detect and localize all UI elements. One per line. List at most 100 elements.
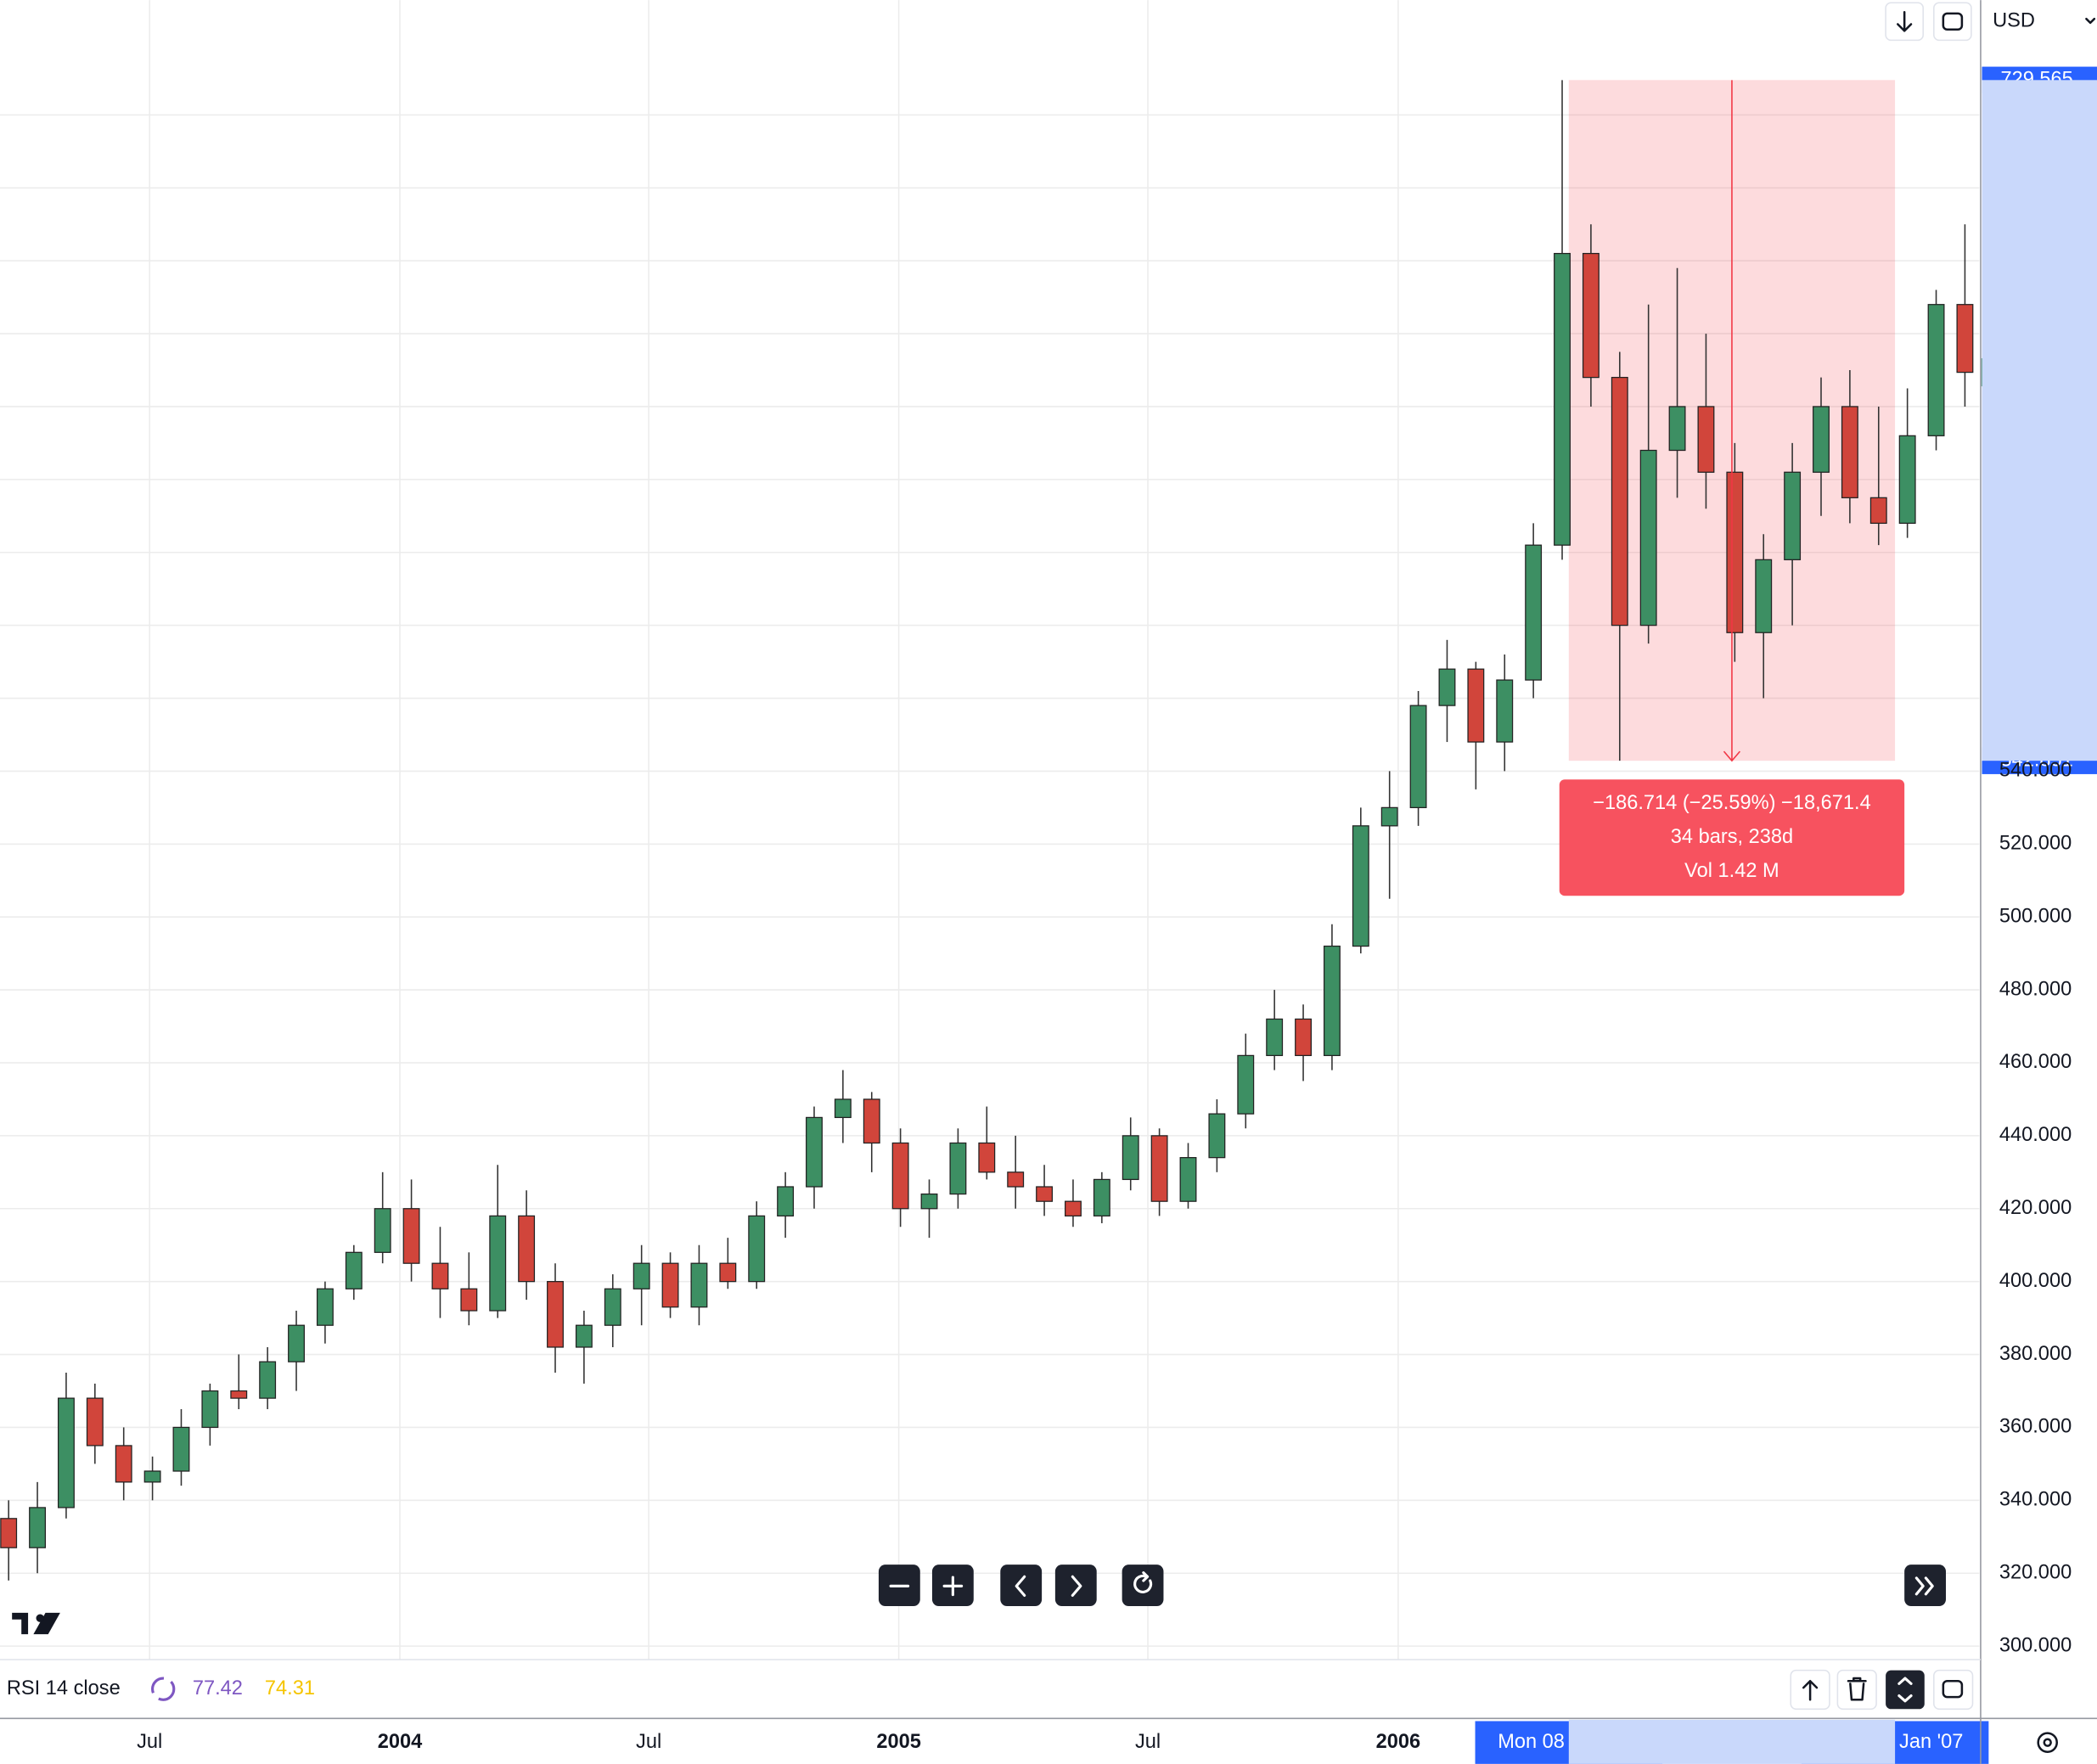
- x-tick-label: 2005: [876, 1731, 921, 1753]
- fit-button[interactable]: [1933, 2, 1972, 42]
- candle-body: [1065, 1200, 1082, 1216]
- x-tick-label: Jul: [636, 1731, 661, 1753]
- candle-body: [978, 1142, 996, 1173]
- y-tick-label: 460.000: [1999, 1051, 2072, 1073]
- y-tick-label: 400.000: [1999, 1270, 2072, 1292]
- candle-body: [1813, 406, 1830, 473]
- candle-body: [1438, 668, 1456, 706]
- indicator-value: 77.42: [193, 1677, 243, 1699]
- candle-body: [1841, 406, 1858, 498]
- candle-body: [834, 1098, 852, 1119]
- candle-body: [1496, 679, 1514, 743]
- candle-body: [316, 1288, 334, 1326]
- candle-body: [1352, 825, 1369, 947]
- logo: [12, 1612, 60, 1635]
- candle-body: [1525, 544, 1543, 681]
- y-tick-label: 520.000: [1999, 833, 2072, 855]
- candle-body: [777, 1186, 795, 1216]
- candle-body: [863, 1098, 880, 1144]
- candle-body: [1409, 705, 1427, 808]
- candle-body: [345, 1251, 363, 1289]
- scroll-left-button[interactable]: [1000, 1565, 1043, 1607]
- candle-body: [1208, 1113, 1226, 1159]
- candle-body: [172, 1426, 190, 1472]
- currency-chevron: [2085, 17, 2096, 25]
- measure-tooltip: [1559, 779, 1905, 896]
- candle-body: [1007, 1171, 1025, 1188]
- collapse-icon: [1942, 1679, 1964, 1699]
- measure-text: −186.714 (−25.59%) −18,671.4: [1593, 792, 1871, 814]
- up-icon: [1802, 1679, 1819, 1701]
- pane-delete-button[interactable]: [1836, 1669, 1877, 1711]
- candle-body: [1093, 1178, 1110, 1216]
- arrow-down-icon: [1897, 11, 1913, 32]
- x-tick-label: 2004: [378, 1731, 423, 1753]
- measure-text: 34 bars, 238d: [1671, 826, 1793, 848]
- fit-icon: [1942, 12, 1964, 31]
- x-tick-label: Jul: [137, 1731, 162, 1753]
- candle-body: [575, 1324, 593, 1348]
- candle-body: [1639, 449, 1657, 626]
- candle-body: [1927, 304, 1945, 436]
- y-tick-label: 500.000: [1999, 905, 2072, 927]
- candle-body: [1697, 406, 1715, 473]
- candle-body: [1323, 945, 1341, 1057]
- maximize-icon: [1897, 1677, 1913, 1703]
- candle-body: [374, 1208, 391, 1253]
- pane-maximize-button[interactable]: [1886, 1670, 1925, 1710]
- candle-body: [1036, 1186, 1054, 1202]
- candle-body: [632, 1262, 650, 1289]
- y-tick-label: 360.000: [1999, 1416, 2072, 1438]
- settings[interactable]: [2037, 1732, 2059, 1753]
- time-range-highlight: [1568, 1719, 1896, 1764]
- candle-body: [920, 1193, 938, 1210]
- settings-icon: [2037, 1732, 2059, 1753]
- x-tick-label: 2006: [1376, 1731, 1421, 1753]
- scroll-right-button[interactable]: [1054, 1565, 1097, 1607]
- y-tick-label: 420.000: [1999, 1197, 2072, 1219]
- candle-body: [1380, 806, 1398, 827]
- pane-collapse-button[interactable]: [1933, 1669, 1974, 1711]
- left-icon: [1015, 1575, 1026, 1597]
- candle-body: [1582, 252, 1599, 379]
- y-tick-label: 540.000: [1999, 760, 2072, 782]
- indicator-values: 77.42 74.31: [193, 1677, 315, 1699]
- indicator-name[interactable]: RSI 14 close: [7, 1677, 121, 1699]
- y-tick-label: 440.000: [1999, 1124, 2072, 1146]
- candle-body: [1467, 668, 1485, 743]
- candle-body: [1554, 252, 1571, 546]
- y-tick-label: 320.000: [1999, 1561, 2072, 1583]
- plus-icon: [942, 1576, 964, 1597]
- currency-label[interactable]: USD: [1993, 10, 2035, 32]
- candle-body: [518, 1215, 536, 1283]
- candles: [0, 80, 1974, 1581]
- candle-body: [431, 1262, 449, 1289]
- y-tick-label: 480.000: [1999, 978, 2072, 1000]
- trash-icon: [1847, 1677, 1867, 1701]
- x-tick-label: Jul: [1135, 1731, 1161, 1753]
- candle-body: [806, 1116, 823, 1188]
- candle-body: [86, 1397, 104, 1447]
- candle-body: [489, 1215, 507, 1312]
- candle-body: [1237, 1054, 1255, 1115]
- reset-icon: [1133, 1571, 1153, 1593]
- candle-body: [1726, 471, 1744, 633]
- y-tick-label: 340.000: [1999, 1489, 2072, 1511]
- logo-dot: [36, 1614, 44, 1622]
- reset-button[interactable]: [1122, 1565, 1164, 1607]
- scroll-to-end-button[interactable]: [1904, 1565, 1946, 1607]
- candle-body: [1956, 304, 1974, 374]
- candle-body: [201, 1390, 219, 1429]
- candle-body: [0, 1518, 18, 1548]
- axes: 300.000 320.000 340.000 360.000 380.000 400.0…: [137, 80, 2097, 1764]
- settings-icon-center: [2043, 1738, 2052, 1747]
- candle-body: [1179, 1157, 1197, 1202]
- candle-body: [288, 1324, 305, 1362]
- pane-controls: [1790, 1669, 1974, 1711]
- candle-body: [1755, 559, 1773, 633]
- candle-body: [115, 1445, 132, 1483]
- candle-body: [690, 1262, 708, 1308]
- candle-body: [604, 1288, 621, 1326]
- y-tick-label: 380.000: [1999, 1343, 2072, 1365]
